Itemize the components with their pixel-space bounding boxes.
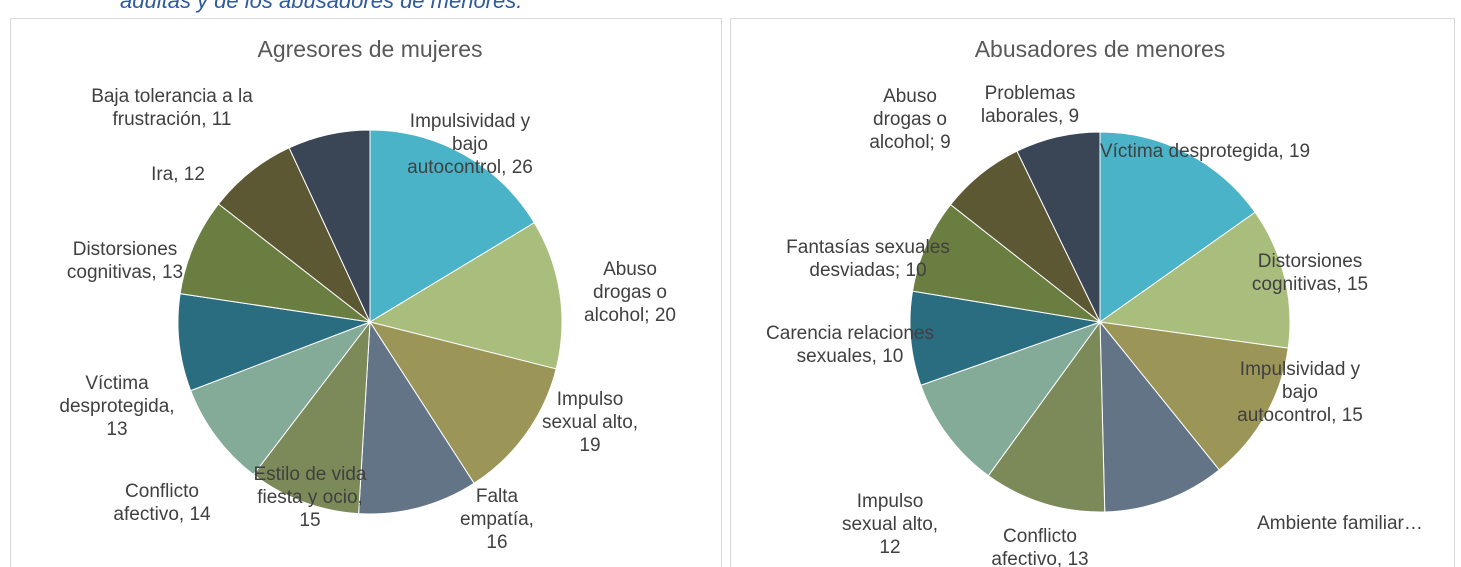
data-label: Impulsividad y bajo autocontrol, 15 — [1237, 359, 1363, 426]
data-label: Estilo de vida fiesta y ocio, 15 — [253, 464, 367, 531]
data-label: Falta empatía, 16 — [460, 486, 534, 553]
pie-slice — [911, 203, 1101, 323]
pie-slice — [1016, 131, 1101, 323]
pie-slice — [1099, 131, 1256, 323]
data-label: Conflicto afectivo, 14 — [113, 481, 211, 525]
pie-slice — [368, 222, 563, 370]
data-label: Ira, 12 — [151, 164, 205, 185]
chart-title: Agresores de mujeres — [257, 36, 483, 62]
chart-panel — [730, 18, 1455, 567]
data-label: Baja tolerancia a la frustración, 11 — [91, 86, 253, 130]
data-label: Conflicto afectivo, 13 — [991, 526, 1089, 567]
data-label: Fantasías sexuales desviadas; 10 — [786, 237, 950, 281]
pie-slice — [177, 293, 372, 392]
pie-slice — [368, 321, 557, 485]
data-label: Impulso sexual alto, 12 — [841, 491, 939, 558]
caption: adultas y de los abusadores de menores. — [120, 0, 523, 13]
pie-slice — [179, 203, 372, 323]
pie-slice — [369, 129, 536, 323]
pie-slice — [920, 320, 1102, 477]
chart-title: Abusadores de menores — [974, 36, 1226, 62]
data-label: Carencia relaciones sexuales, 10 — [766, 323, 934, 367]
data-label: Abuso drogas o alcohol; 9 — [869, 86, 951, 153]
data-label: Abuso drogas o alcohol; 20 — [584, 259, 676, 326]
data-label: Víctima desprotegida, 13 — [59, 373, 175, 440]
data-label: Distorsiones cognitivas, 15 — [1251, 251, 1369, 295]
data-label: Distorsiones cognitivas, 13 — [66, 239, 184, 283]
pie-slice — [1098, 211, 1291, 349]
data-label: Impulso sexual alto, 19 — [541, 389, 639, 456]
pie-slice — [358, 320, 475, 515]
data-label: Problemas laborales, 9 — [980, 83, 1080, 127]
pie-slice — [1098, 321, 1289, 471]
pie-slice — [288, 129, 371, 323]
chart-panel — [10, 18, 722, 567]
pie-slice — [1099, 320, 1220, 513]
data-label: Ambiente familiar… — [1257, 513, 1423, 534]
data-label: Víctima desprotegida, 19 — [1099, 141, 1311, 162]
data-label: Impulsividad y bajo autocontrol, 26 — [407, 111, 533, 178]
pie-slice — [252, 320, 371, 515]
pie-slice — [987, 320, 1106, 513]
pie-slice — [190, 320, 372, 476]
